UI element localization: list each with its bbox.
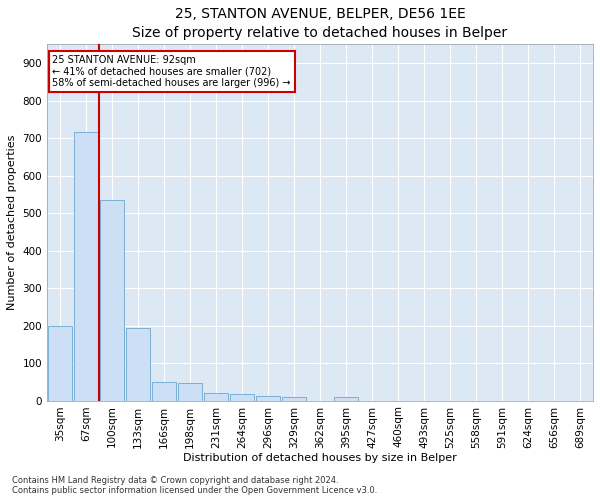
X-axis label: Distribution of detached houses by size in Belper: Distribution of detached houses by size … (183, 453, 457, 463)
Text: 25 STANTON AVENUE: 92sqm
← 41% of detached houses are smaller (702)
58% of semi-: 25 STANTON AVENUE: 92sqm ← 41% of detach… (52, 55, 291, 88)
Bar (230, 394, 254, 400)
Bar (334, 397, 358, 400)
Title: 25, STANTON AVENUE, BELPER, DE56 1EE
Size of property relative to detached house: 25, STANTON AVENUE, BELPER, DE56 1EE Siz… (133, 7, 508, 40)
Bar (100, 200, 124, 400)
Bar (178, 382, 202, 400)
Bar (74, 132, 98, 400)
Text: Contains HM Land Registry data © Crown copyright and database right 2024.
Contai: Contains HM Land Registry data © Crown c… (12, 476, 377, 495)
Bar (205, 393, 228, 400)
Bar (256, 396, 280, 400)
Bar (48, 326, 71, 400)
Y-axis label: Number of detached properties: Number of detached properties (7, 135, 17, 310)
Bar (283, 397, 306, 400)
Bar (152, 382, 176, 400)
Bar (126, 328, 149, 400)
